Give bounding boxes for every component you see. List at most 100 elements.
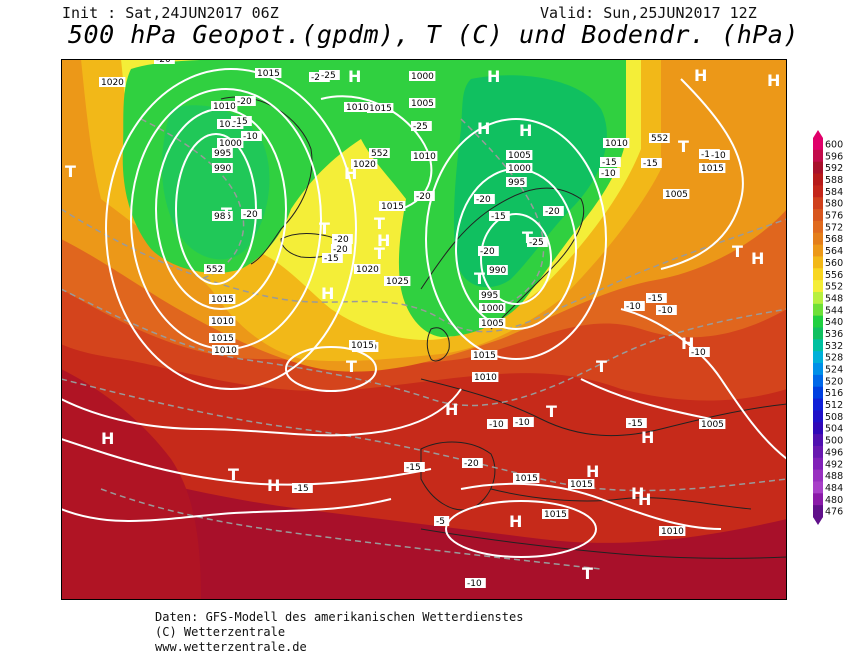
legend-level-label: 556 bbox=[825, 270, 843, 281]
pressure-label: 1020 bbox=[353, 160, 376, 170]
pressure-label-box bbox=[99, 77, 126, 87]
pressure-label: 1015 bbox=[369, 104, 392, 114]
temperature-label: -10 bbox=[467, 579, 482, 589]
temperature-label: -20 bbox=[480, 247, 495, 257]
pressure-label-box bbox=[568, 479, 595, 489]
legend-level-label: 596 bbox=[825, 151, 843, 162]
isobar-east-3 bbox=[580, 378, 712, 420]
legend-swatch bbox=[813, 291, 823, 305]
legend-swatch bbox=[813, 363, 823, 376]
high-pressure-symbol: H bbox=[631, 484, 644, 503]
field-deep-red-west bbox=[61, 369, 201, 600]
pressure-label-box bbox=[506, 163, 533, 173]
temperature-label-box bbox=[322, 253, 343, 263]
temperature-label: -20 bbox=[237, 97, 252, 107]
geopotential-label: 552 bbox=[206, 265, 223, 275]
high-pressure-symbol: H bbox=[509, 512, 522, 531]
legend-swatch bbox=[813, 398, 823, 411]
field-teal-core bbox=[453, 75, 607, 288]
isobar-1015-atlantic bbox=[61, 388, 462, 437]
pressure-label: 1010 bbox=[214, 346, 237, 356]
temperature-label: -10 bbox=[711, 151, 726, 161]
legend-level-label: 488 bbox=[825, 471, 843, 482]
legend-level-label: 572 bbox=[825, 222, 843, 233]
isobar-east-2 bbox=[620, 308, 787, 460]
pressure-label: 1010 bbox=[413, 152, 436, 162]
isobar-1020-atlantic bbox=[61, 438, 432, 486]
pressure-label: 990 bbox=[489, 266, 506, 276]
legend-swatch bbox=[813, 138, 823, 151]
temperature-label: -25 bbox=[311, 73, 326, 83]
temperature-label: -20 bbox=[334, 235, 349, 245]
temperature-label: -15 bbox=[294, 484, 309, 494]
temperature-label: -15 bbox=[491, 212, 506, 222]
low-pressure-symbol: T bbox=[732, 242, 743, 261]
pressure-label-box bbox=[212, 345, 239, 355]
temperature-label: -20 bbox=[156, 59, 171, 65]
legend-swatch bbox=[813, 280, 823, 293]
geopotential-label: 552 bbox=[651, 134, 668, 144]
legend-swatch bbox=[813, 315, 823, 328]
temperature-label-box bbox=[231, 116, 252, 126]
geopotential-label-box bbox=[649, 133, 670, 143]
pressure-label: 1015 bbox=[381, 202, 404, 212]
temperature-label-box bbox=[487, 419, 508, 429]
coastline-mediterranean bbox=[490, 488, 752, 510]
legend-bottom-arrow bbox=[813, 517, 823, 525]
valid-time: Valid: Sun,25JUN2017 12Z bbox=[540, 4, 757, 22]
pressure-label-box bbox=[379, 201, 406, 211]
isobar-high-mediterranean bbox=[445, 500, 597, 558]
temperature-label: -10 bbox=[626, 302, 641, 312]
high-pressure-symbol: H bbox=[519, 121, 532, 140]
temperature-label-box bbox=[332, 234, 353, 244]
legend-level-label: 600 bbox=[825, 139, 843, 150]
legend-swatch bbox=[813, 244, 823, 257]
legend-level-label: 532 bbox=[825, 341, 843, 352]
pressure-label: 995 bbox=[481, 291, 498, 301]
legend-level-label: 544 bbox=[825, 305, 843, 316]
temperature-label: -20 bbox=[464, 459, 479, 469]
legend-level-label: 496 bbox=[825, 447, 843, 458]
low-pressure-symbol: T bbox=[221, 204, 232, 223]
temperature-label-box bbox=[474, 194, 495, 204]
legend-level-label: 592 bbox=[825, 163, 843, 174]
temperature-label: -25 bbox=[529, 238, 544, 248]
pressure-label: 995 bbox=[214, 149, 231, 159]
pressure-label-box bbox=[212, 163, 233, 173]
temperature-label-box bbox=[434, 516, 450, 526]
temperature-label-box bbox=[709, 150, 730, 160]
temperature-label: -20 bbox=[416, 192, 431, 202]
pressure-label-box bbox=[472, 372, 499, 382]
legend-level-label: 584 bbox=[825, 187, 843, 198]
low-pressure-symbol: T bbox=[546, 402, 557, 421]
temperature-label: -10 bbox=[701, 150, 716, 160]
isobar-east-1 bbox=[660, 78, 744, 270]
temperature-label: -20 bbox=[545, 207, 560, 217]
legend-swatch bbox=[813, 232, 823, 246]
pressure-label-box bbox=[209, 316, 236, 326]
temperature-label: -10 bbox=[601, 169, 616, 179]
init-time: Init : Sat,24JUN2017 06Z bbox=[62, 4, 279, 22]
temperature-label-box bbox=[656, 305, 677, 315]
temperature-label-box bbox=[404, 462, 425, 472]
legend-swatch bbox=[813, 481, 823, 494]
high-pressure-symbol: H bbox=[681, 334, 694, 353]
isotherm-4 bbox=[140, 118, 245, 280]
high-pressure-symbol: H bbox=[477, 119, 490, 138]
coastline-africa bbox=[420, 528, 787, 559]
low-pressure-symbol: T bbox=[522, 228, 533, 247]
pressure-label: 1010 bbox=[474, 373, 497, 383]
legend-swatch bbox=[813, 327, 823, 340]
temperature-label-box bbox=[235, 96, 256, 106]
high-pressure-symbol: H bbox=[694, 66, 707, 85]
temperature-label-box bbox=[319, 70, 340, 80]
legend-level-label: 500 bbox=[825, 436, 843, 447]
footer-data-source: Daten: GFS-Modell des amerikanischen Wet… bbox=[155, 610, 524, 624]
isotherm-1 bbox=[61, 208, 787, 333]
legend-swatch bbox=[813, 422, 823, 435]
temperature-label: -20 bbox=[476, 195, 491, 205]
isotherms bbox=[61, 118, 787, 570]
high-pressure-symbol: H bbox=[344, 164, 357, 183]
legend-swatch bbox=[813, 351, 823, 364]
pressure-label: 1010 bbox=[605, 139, 628, 149]
